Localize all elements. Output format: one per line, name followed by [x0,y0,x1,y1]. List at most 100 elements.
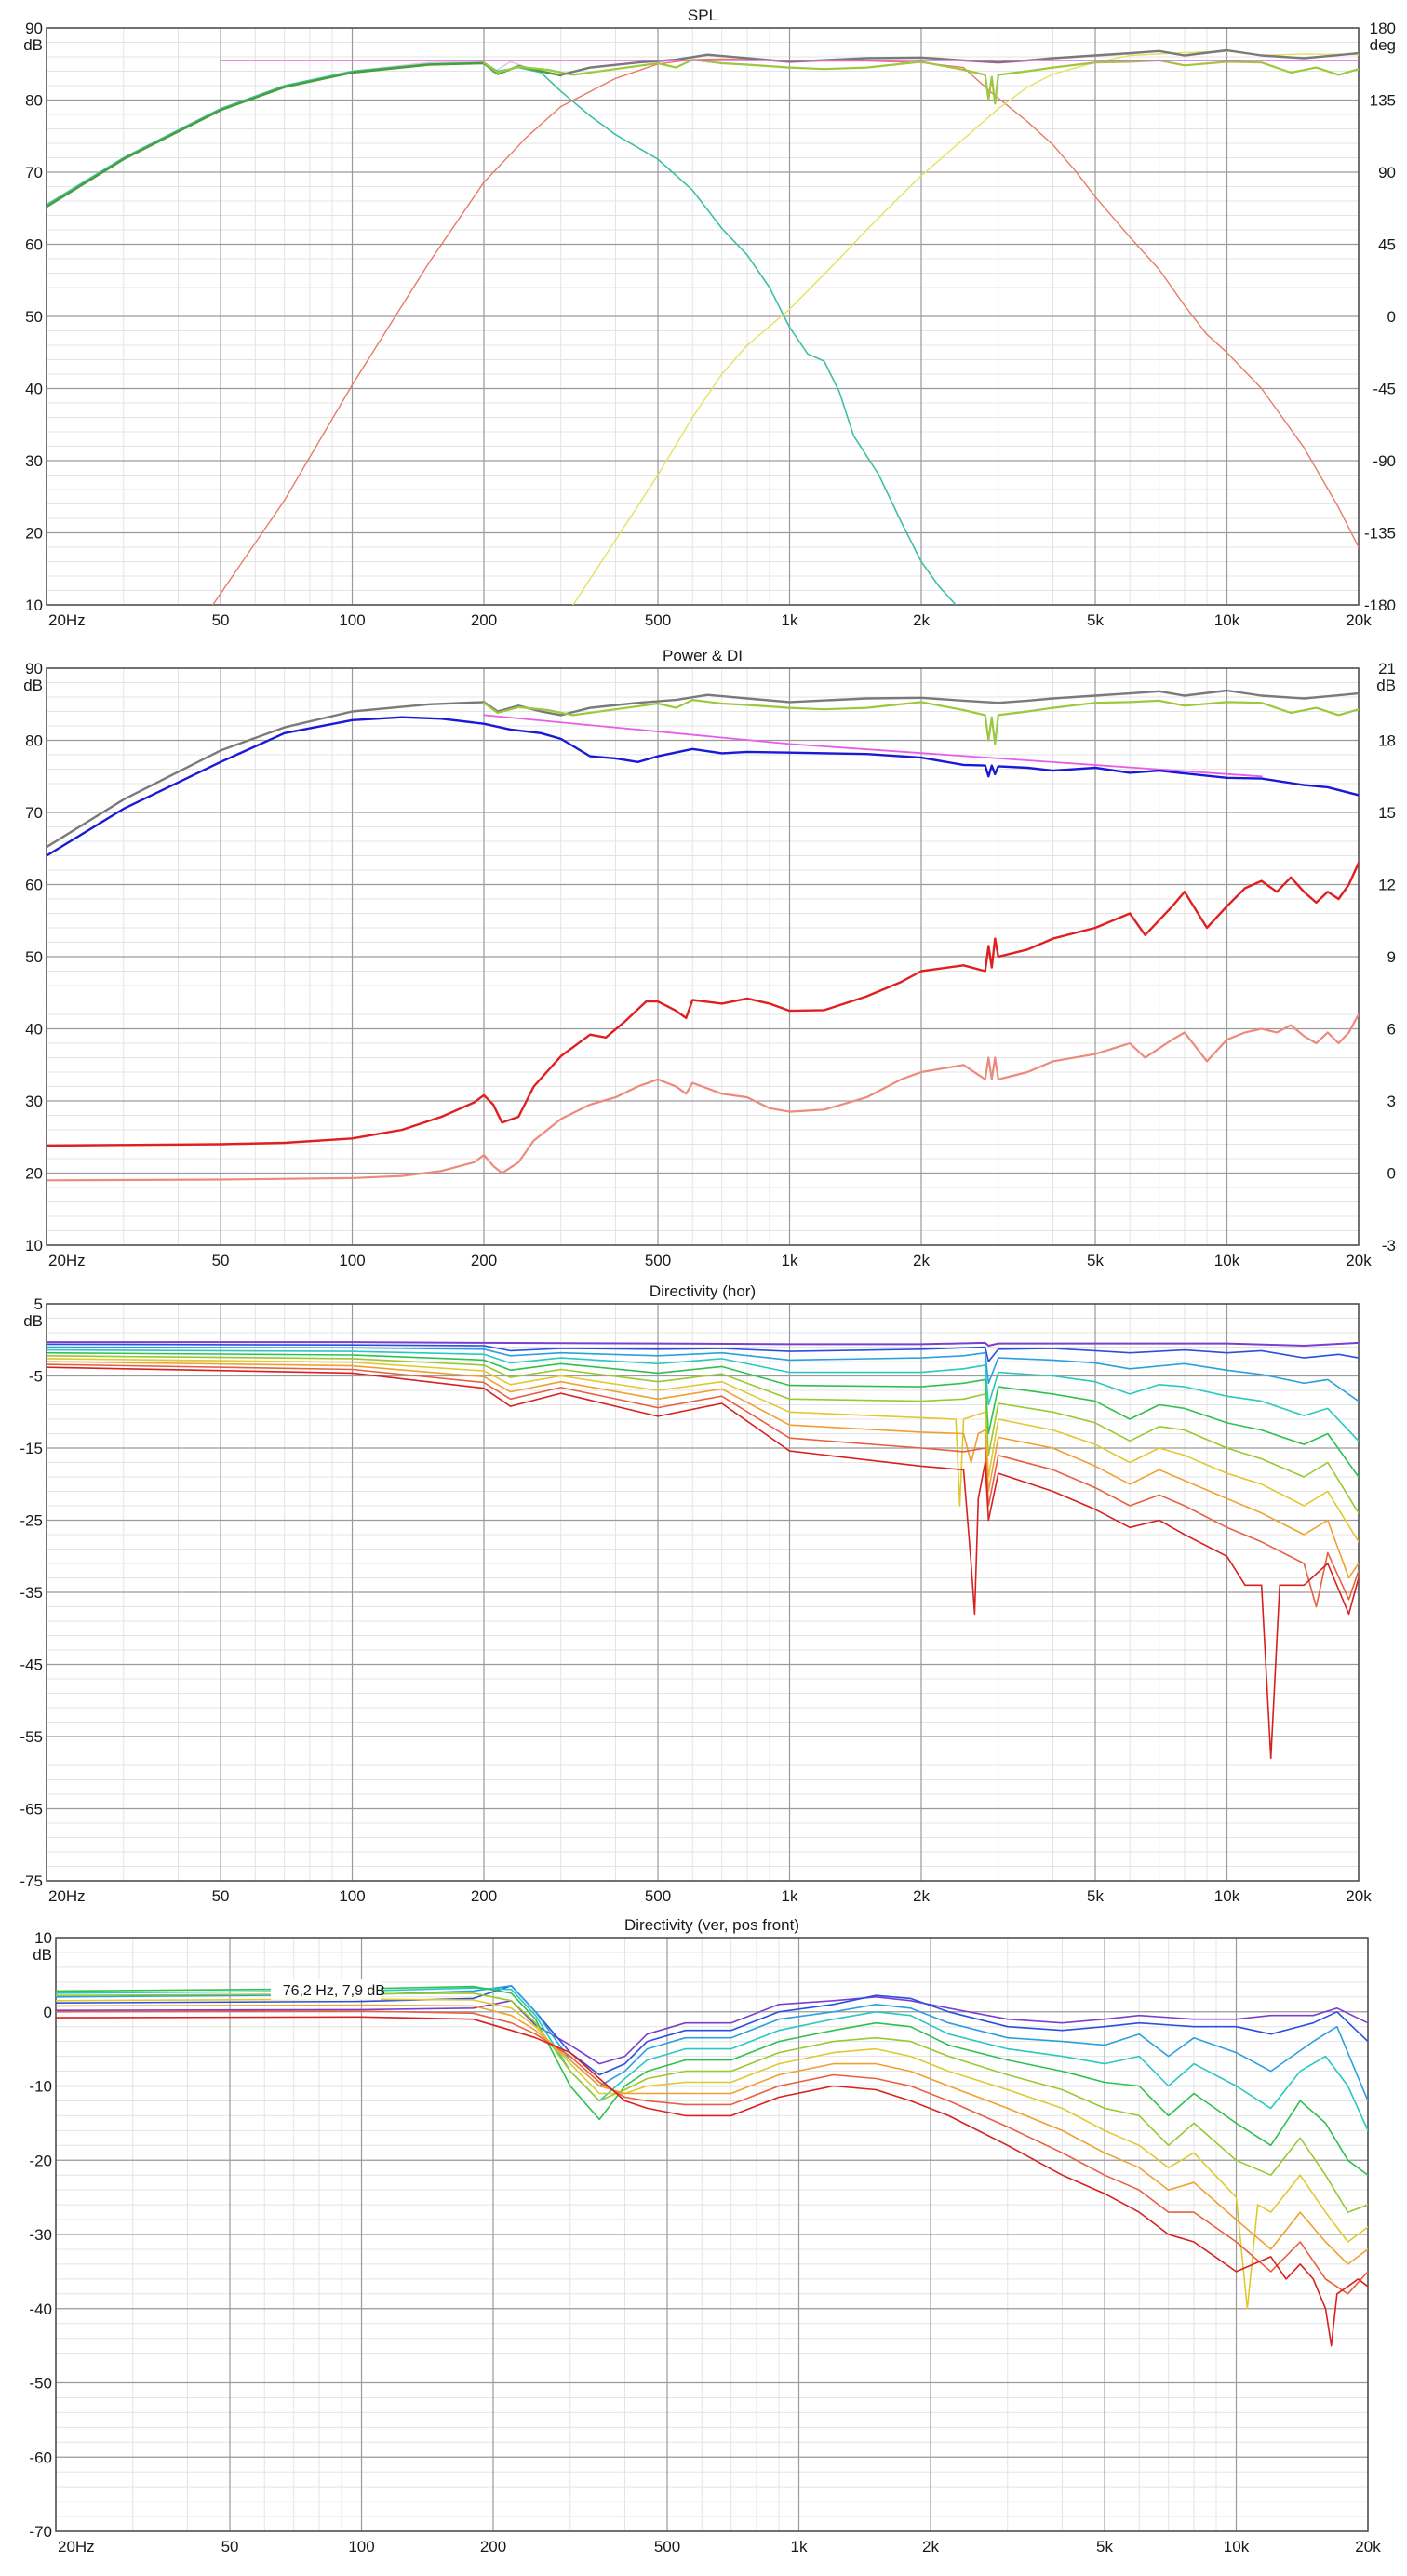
y-tick-label: 20 [25,1165,43,1183]
series-line-3 [483,714,1263,778]
x-tick-label: 1k [791,2538,808,2556]
x-tick-label: 500 [645,1887,671,1905]
x-tick-label: 1k [782,1252,798,1269]
y-tick-label: 10 [25,1237,43,1254]
series-line-6 [482,58,1359,105]
x-tick-label: 10k [1214,1887,1240,1905]
y2-tick-label: 12 [1378,877,1396,894]
y-tick-label: 60 [25,877,43,894]
x-tick-label: 1k [782,611,798,629]
x-tick-label: 20k [1346,1252,1372,1269]
series-line-6 [56,1992,1368,2213]
y2-tick-label: -90 [1373,452,1396,470]
series-line-10 [47,1366,1359,1760]
series-line-5 [47,1351,1359,1478]
x-tick-label: 5k [1096,2538,1113,2556]
y-unit-label: dB [23,1312,43,1330]
y-tick-label: -55 [20,1728,43,1746]
x-tick-label: 5k [1087,1887,1104,1905]
x-tick-label: 20k [1346,611,1372,629]
cursor-readout-bg [270,1979,381,2000]
series-line-8 [47,1361,1359,1579]
y-tick-label: -25 [20,1512,43,1530]
x-tick-label: 2k [913,611,930,629]
x-tick-label: 20Hz [48,611,86,629]
series-line-7 [56,1998,1368,2310]
x-tick-label: 10k [1214,1252,1240,1269]
chart-panel-4: 20Hz 50 100 200 500 1k 2k 5k 10k 20k-70-60-50-40-… [29,1916,1381,2556]
y-tick-label: -10 [29,2078,52,2096]
x-tick-label: 20Hz [48,1887,86,1905]
cursor-readout: 76,2 Hz, 7,9 dB [283,1983,385,1999]
x-tick-label: 500 [645,1252,671,1269]
x-tick-label: 100 [339,1887,365,1905]
y2-tick-label: -135 [1364,525,1396,543]
series-line-7 [47,1358,1359,1543]
y2-tick-label: 0 [1387,308,1396,326]
y2-tick-label: 0 [1387,1165,1396,1183]
y-tick-label: 80 [25,92,43,110]
series-line-4 [47,716,1359,857]
y-tick-label: 10 [34,1929,52,1947]
series-line-5 [47,857,1359,1147]
series-line-1 [56,1996,1368,2065]
x-tick-label: 2k [913,1887,930,1905]
y-tick-label: -15 [20,1440,43,1457]
y-tick-label: -40 [29,2301,52,2318]
y-unit-label: dB [23,677,43,694]
x-tick-label: 20Hz [58,2538,95,2556]
series-line-7 [559,48,1359,76]
x-tick-label: 200 [471,611,497,629]
y-tick-label: -65 [20,1801,43,1818]
x-tick-label: 5k [1087,1252,1104,1269]
y-tick-label: 0 [44,2004,52,2021]
y-tick-label: -30 [29,2226,52,2244]
y-tick-label: 50 [25,308,43,326]
y-tick-label: -20 [29,2152,52,2169]
x-tick-label: 1k [782,1887,798,1905]
chart-title: Directivity (hor) [650,1282,756,1300]
y-tick-label: 60 [25,236,43,254]
y-tick-label: 70 [25,804,43,822]
y-tick-label: 50 [25,948,43,966]
x-tick-label: 50 [221,2538,239,2556]
x-tick-label: 50 [212,611,230,629]
y2-tick-label: 180 [1370,20,1396,37]
series-line-10 [56,2016,1368,2347]
chart-title: SPL [688,7,717,24]
x-tick-label: 2k [922,2538,939,2556]
series-line-3 [56,1985,1368,2102]
x-tick-label: 200 [480,2538,506,2556]
y-tick-label: 90 [25,20,43,37]
x-tick-label: 100 [348,2538,374,2556]
series-line-1 [47,1341,1359,1347]
y2-tick-label: 6 [1387,1021,1396,1039]
x-tick-label: 2k [913,1252,930,1269]
y-tick-label: 40 [25,381,43,398]
chart-title: Power & DI [663,647,743,664]
series-line-1 [47,689,1359,849]
y-tick-label: 20 [25,525,43,543]
chart-panel-2: 20Hz 50 100 200 500 1k 2k 5k 10k 20k1020304050607… [23,647,1396,1269]
y-tick-label: -60 [29,2449,52,2466]
y-tick-label: -75 [20,1872,43,1890]
series-line-6 [47,1012,1359,1182]
x-tick-label: 5k [1087,611,1104,629]
chart-panel-3: 20Hz 50 100 200 500 1k 2k 5k 10k 20k-75-65-55-45-… [20,1282,1372,1905]
x-tick-label: 100 [339,611,365,629]
y2-tick-label: 45 [1378,236,1396,254]
y-tick-label: 80 [25,732,43,750]
x-tick-label: 20k [1346,1887,1372,1905]
x-tick-label: 20k [1355,2538,1381,2556]
y-tick-label: -45 [20,1657,43,1674]
series-line-5 [56,1985,1368,2176]
y-tick-label: 40 [25,1021,43,1039]
y2-tick-label: 18 [1378,732,1396,750]
y-tick-label: 10 [25,597,43,614]
y-tick-label: -50 [29,2375,52,2393]
x-tick-label: 500 [645,611,671,629]
y2-tick-label: -3 [1382,1237,1396,1254]
x-tick-label: 50 [212,1252,230,1269]
x-tick-label: 100 [339,1252,365,1269]
x-tick-label: 200 [471,1252,497,1269]
